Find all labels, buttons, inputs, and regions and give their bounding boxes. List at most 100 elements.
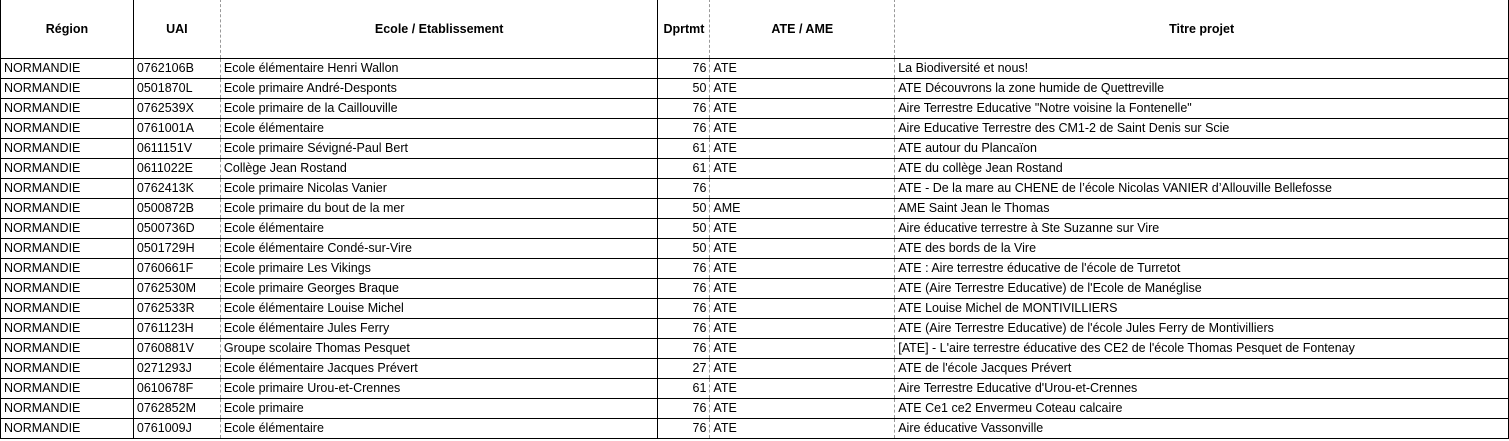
cell-uai[interactable]: 0760661F — [133, 258, 221, 279]
cell-dprtmt[interactable]: 61 — [657, 138, 711, 159]
cell-uai[interactable]: 0611151V — [133, 138, 221, 159]
cell-ate-ame[interactable]: ATE — [709, 378, 896, 399]
cell-uai[interactable]: 0762413K — [133, 178, 221, 199]
cell-titre-projet[interactable]: ATE (Aire Terrestre Educative) de l'écol… — [894, 318, 1509, 339]
cell-ecole[interactable]: Ecole primaire Georges Braque — [220, 278, 659, 299]
cell-dprtmt[interactable]: 50 — [657, 198, 711, 219]
cell-ecole[interactable]: Ecole primaire Sévigné-Paul Bert — [220, 138, 659, 159]
cell-ecole[interactable]: Ecole élémentaire — [220, 118, 659, 139]
cell-ecole[interactable]: Ecole élémentaire — [220, 418, 659, 439]
cell-dprtmt[interactable]: 76 — [657, 318, 711, 339]
cell-dprtmt[interactable]: 76 — [657, 298, 711, 319]
cell-ecole[interactable]: Ecole élémentaire Jacques Prévert — [220, 358, 659, 379]
cell-ecole[interactable]: Ecole élémentaire Condé-sur-Vire — [220, 238, 659, 259]
cell-uai[interactable]: 0761009J — [133, 418, 221, 439]
cell-titre-projet[interactable]: Aire Terrestre Educative d'Urou-et-Crenn… — [894, 378, 1509, 399]
header-uai[interactable]: UAI — [133, 0, 221, 59]
cell-ecole[interactable]: Ecole élémentaire — [220, 218, 659, 239]
cell-ecole[interactable]: Ecole primaire André-Desponts — [220, 78, 659, 99]
cell-uai[interactable]: 0762539X — [133, 98, 221, 119]
cell-ate-ame[interactable]: ATE — [709, 418, 896, 439]
cell-ate-ame[interactable]: ATE — [709, 278, 896, 299]
cell-titre-projet[interactable]: Aire éducative Vassonville — [894, 418, 1509, 439]
cell-ate-ame[interactable]: ATE — [709, 218, 896, 239]
cell-ecole[interactable]: Ecole primaire Urou-et-Crennes — [220, 378, 659, 399]
cell-titre-projet[interactable]: [ATE] - L'aire terrestre éducative des C… — [894, 338, 1509, 359]
cell-uai[interactable]: 0500872B — [133, 198, 221, 219]
cell-ecole[interactable]: Ecole élémentaire Henri Wallon — [220, 58, 659, 79]
cell-ate-ame[interactable]: ATE — [709, 298, 896, 319]
cell-uai[interactable]: 0762106B — [133, 58, 221, 79]
cell-ate-ame[interactable]: ATE — [709, 78, 896, 99]
cell-region[interactable]: NORMANDIE — [0, 78, 134, 99]
cell-region[interactable]: NORMANDIE — [0, 218, 134, 239]
cell-titre-projet[interactable]: Aire Educative Terrestre des CM1-2 de Sa… — [894, 118, 1509, 139]
cell-titre-projet[interactable]: ATE du collège Jean Rostand — [894, 158, 1509, 179]
cell-ecole[interactable]: Ecole primaire — [220, 398, 659, 419]
cell-uai[interactable]: 0611022E — [133, 158, 221, 179]
cell-dprtmt[interactable]: 76 — [657, 278, 711, 299]
cell-titre-projet[interactable]: ATE autour du Plancaïon — [894, 138, 1509, 159]
cell-region[interactable]: NORMANDIE — [0, 378, 134, 399]
header-titre-projet[interactable]: Titre projet — [894, 0, 1509, 59]
cell-region[interactable]: NORMANDIE — [0, 58, 134, 79]
cell-region[interactable]: NORMANDIE — [0, 118, 134, 139]
cell-titre-projet[interactable]: ATE (Aire Terrestre Educative) de l'Ecol… — [894, 278, 1509, 299]
cell-uai[interactable]: 0762530M — [133, 278, 221, 299]
cell-ate-ame[interactable]: AME — [709, 198, 896, 219]
cell-ate-ame[interactable]: ATE — [709, 398, 896, 419]
cell-region[interactable]: NORMANDIE — [0, 338, 134, 359]
cell-ecole[interactable]: Collège Jean Rostand — [220, 158, 659, 179]
cell-dprtmt[interactable]: 76 — [657, 398, 711, 419]
cell-uai[interactable]: 0761001A — [133, 118, 221, 139]
cell-dprtmt[interactable]: 76 — [657, 98, 711, 119]
cell-region[interactable]: NORMANDIE — [0, 138, 134, 159]
cell-titre-projet[interactable]: ATE - De la mare au CHENE de l’école Nic… — [894, 178, 1509, 199]
cell-ecole[interactable]: Ecole primaire de la Caillouville — [220, 98, 659, 119]
cell-ecole[interactable]: Ecole élémentaire Jules Ferry — [220, 318, 659, 339]
cell-ecole[interactable]: Ecole primaire du bout de la mer — [220, 198, 659, 219]
cell-uai[interactable]: 0762533R — [133, 298, 221, 319]
cell-uai[interactable]: 0271293J — [133, 358, 221, 379]
cell-dprtmt[interactable]: 76 — [657, 118, 711, 139]
header-dprtmt[interactable]: Dprtmt — [657, 0, 711, 59]
cell-ate-ame[interactable]: ATE — [709, 58, 896, 79]
header-ate-ame[interactable]: ATE / AME — [709, 0, 896, 59]
cell-dprtmt[interactable]: 61 — [657, 378, 711, 399]
cell-region[interactable]: NORMANDIE — [0, 358, 134, 379]
cell-dprtmt[interactable]: 76 — [657, 178, 711, 199]
cell-ate-ame[interactable]: ATE — [709, 118, 896, 139]
cell-ecole[interactable]: Ecole primaire Les Vikings — [220, 258, 659, 279]
cell-ate-ame[interactable]: ATE — [709, 318, 896, 339]
cell-dprtmt[interactable]: 50 — [657, 218, 711, 239]
cell-region[interactable]: NORMANDIE — [0, 198, 134, 219]
cell-ate-ame[interactable]: ATE — [709, 258, 896, 279]
cell-titre-projet[interactable]: ATE Ce1 ce2 Envermeu Coteau calcaire — [894, 398, 1509, 419]
cell-titre-projet[interactable]: Aire Terrestre Educative "Notre voisine … — [894, 98, 1509, 119]
cell-ate-ame[interactable]: ATE — [709, 238, 896, 259]
cell-titre-projet[interactable]: La Biodiversité et nous! — [894, 58, 1509, 79]
cell-region[interactable]: NORMANDIE — [0, 98, 134, 119]
cell-ate-ame[interactable]: ATE — [709, 98, 896, 119]
cell-uai[interactable]: 0501870L — [133, 78, 221, 99]
cell-titre-projet[interactable]: ATE Découvrons la zone humide de Quettre… — [894, 78, 1509, 99]
cell-ate-ame[interactable]: ATE — [709, 158, 896, 179]
cell-titre-projet[interactable]: AME Saint Jean le Thomas — [894, 198, 1509, 219]
cell-ate-ame[interactable] — [709, 178, 896, 199]
cell-uai[interactable]: 0610678F — [133, 378, 221, 399]
cell-uai[interactable]: 0760881V — [133, 338, 221, 359]
cell-ecole[interactable]: Ecole élémentaire Louise Michel — [220, 298, 659, 319]
cell-dprtmt[interactable]: 76 — [657, 58, 711, 79]
cell-titre-projet[interactable]: ATE de l'école Jacques Prévert — [894, 358, 1509, 379]
cell-region[interactable]: NORMANDIE — [0, 298, 134, 319]
cell-uai[interactable]: 0761123H — [133, 318, 221, 339]
cell-region[interactable]: NORMANDIE — [0, 258, 134, 279]
cell-ate-ame[interactable]: ATE — [709, 138, 896, 159]
cell-region[interactable]: NORMANDIE — [0, 158, 134, 179]
cell-dprtmt[interactable]: 61 — [657, 158, 711, 179]
cell-ecole[interactable]: Groupe scolaire Thomas Pesquet — [220, 338, 659, 359]
cell-dprtmt[interactable]: 76 — [657, 258, 711, 279]
cell-dprtmt[interactable]: 50 — [657, 238, 711, 259]
cell-titre-projet[interactable]: Aire éducative terrestre à Ste Suzanne s… — [894, 218, 1509, 239]
cell-region[interactable]: NORMANDIE — [0, 418, 134, 439]
